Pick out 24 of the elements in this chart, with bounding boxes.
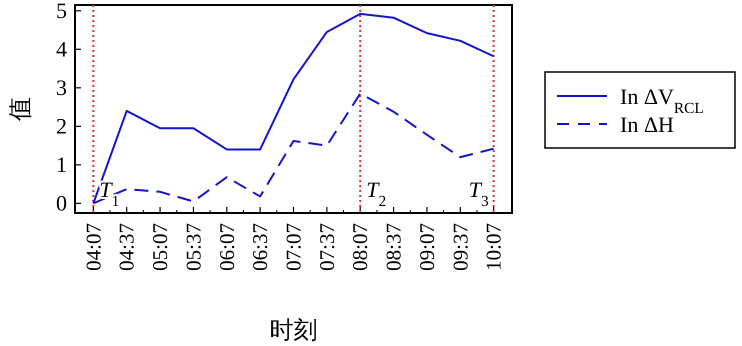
y-tick-label: 4 [56, 36, 67, 62]
x-tick-label: 06:07 [214, 223, 239, 271]
x-tick-label: 04:37 [114, 223, 139, 271]
x-tick-label: 09:37 [448, 223, 472, 271]
x-tick-label: 07:37 [314, 223, 339, 271]
y-tick-label: 1 [56, 152, 67, 177]
x-tick-label: 08:37 [382, 223, 406, 271]
x-tick-label: 07:07 [282, 223, 306, 271]
x-tick-label: 06:37 [248, 223, 272, 271]
y-tick-label: 3 [56, 74, 67, 100]
y-tick-label: 2 [56, 113, 67, 138]
ref-line-label: T$_{1}$ [99, 177, 120, 210]
x-tick-label: 05:07 [148, 223, 172, 271]
y-axis-title: 值 [8, 97, 34, 121]
x-tick-label: 04:07 [81, 223, 106, 271]
ref-line-label: T$_{2}$ [366, 177, 386, 210]
x-tick-label: 10:07 [482, 223, 506, 271]
x-tick-label: 08:07 [348, 223, 372, 271]
y-tick-label: 0 [56, 190, 67, 216]
ref-line-label: T$_{3}$ [468, 177, 489, 210]
x-axis-title: 时刻 [270, 317, 318, 344]
x-tick-label: 09:07 [414, 223, 439, 271]
x-tick-label: 05:37 [181, 223, 206, 271]
y-tick-label: 5 [56, 0, 67, 23]
